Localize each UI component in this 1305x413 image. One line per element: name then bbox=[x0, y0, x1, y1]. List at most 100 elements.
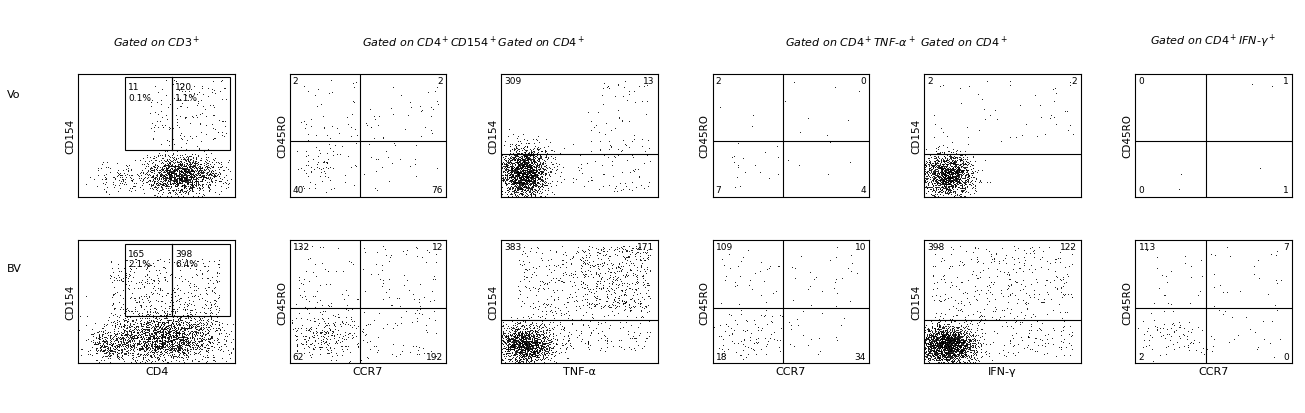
Point bbox=[529, 340, 549, 347]
Point bbox=[174, 182, 194, 189]
Point bbox=[108, 342, 129, 349]
Point bbox=[91, 342, 112, 348]
Point bbox=[521, 169, 542, 176]
Point bbox=[386, 322, 407, 328]
Point bbox=[941, 183, 962, 190]
Point bbox=[497, 345, 518, 351]
Point bbox=[1006, 279, 1027, 286]
Point bbox=[324, 321, 345, 328]
Point bbox=[312, 329, 333, 336]
Point bbox=[595, 271, 616, 277]
Point bbox=[120, 346, 141, 353]
Point bbox=[158, 175, 179, 182]
Point bbox=[509, 161, 530, 168]
Point bbox=[93, 343, 114, 349]
Point bbox=[154, 340, 175, 347]
Point bbox=[526, 339, 547, 345]
Point bbox=[110, 334, 130, 340]
Point bbox=[159, 341, 180, 348]
Point bbox=[129, 329, 150, 335]
Point bbox=[620, 304, 641, 311]
Point bbox=[508, 164, 529, 171]
Point bbox=[964, 336, 985, 343]
Point bbox=[945, 174, 966, 181]
Point bbox=[116, 348, 137, 354]
Point bbox=[159, 259, 180, 266]
Point bbox=[767, 154, 788, 161]
Point bbox=[174, 332, 194, 339]
Point bbox=[953, 347, 974, 354]
Point bbox=[530, 282, 551, 288]
Point bbox=[114, 326, 134, 333]
Point bbox=[945, 283, 966, 290]
Point bbox=[929, 331, 950, 338]
Point bbox=[177, 155, 198, 161]
Point bbox=[553, 332, 574, 339]
Point bbox=[502, 151, 523, 157]
Point bbox=[512, 173, 532, 179]
Point bbox=[97, 339, 117, 345]
Point bbox=[527, 174, 548, 180]
Point bbox=[1043, 327, 1064, 333]
Point bbox=[945, 330, 966, 336]
Point bbox=[560, 270, 581, 276]
Point bbox=[946, 355, 967, 362]
Point bbox=[120, 330, 141, 337]
Point bbox=[518, 155, 539, 161]
Point bbox=[202, 165, 223, 171]
Point bbox=[286, 343, 307, 350]
Point bbox=[171, 339, 192, 346]
Point bbox=[522, 170, 543, 177]
Point bbox=[185, 155, 206, 161]
Point bbox=[505, 335, 526, 341]
Point bbox=[937, 337, 958, 343]
Point bbox=[578, 261, 599, 267]
Point bbox=[941, 351, 962, 358]
Point bbox=[938, 171, 959, 178]
Point bbox=[514, 349, 535, 356]
Point bbox=[497, 173, 518, 179]
Point bbox=[141, 185, 162, 192]
Point bbox=[496, 332, 517, 339]
Point bbox=[209, 319, 230, 326]
Point bbox=[512, 167, 532, 173]
Point bbox=[294, 119, 315, 125]
Point bbox=[508, 175, 529, 182]
Point bbox=[153, 167, 174, 174]
Point bbox=[578, 324, 599, 330]
Point bbox=[180, 170, 201, 177]
Point bbox=[921, 181, 942, 188]
Point bbox=[930, 335, 951, 342]
Point bbox=[508, 339, 529, 346]
Point bbox=[141, 341, 162, 348]
Point bbox=[924, 334, 945, 341]
Point bbox=[518, 184, 539, 190]
Point bbox=[505, 172, 526, 178]
Point bbox=[519, 342, 540, 349]
Point bbox=[529, 155, 549, 161]
Point bbox=[553, 327, 574, 334]
Point bbox=[936, 165, 957, 171]
Point bbox=[515, 341, 536, 347]
Point bbox=[1060, 123, 1081, 129]
Point bbox=[517, 353, 538, 360]
Point bbox=[514, 269, 535, 275]
Point bbox=[90, 344, 111, 351]
Point bbox=[512, 339, 532, 346]
Point bbox=[938, 348, 959, 355]
Point bbox=[919, 332, 940, 338]
Point bbox=[933, 153, 954, 160]
Point bbox=[971, 342, 992, 349]
Point bbox=[142, 349, 163, 355]
Point bbox=[959, 181, 980, 188]
Point bbox=[147, 309, 168, 316]
Point bbox=[175, 351, 196, 358]
Point bbox=[117, 324, 138, 330]
Point bbox=[936, 330, 957, 336]
Point bbox=[500, 144, 521, 150]
Point bbox=[514, 266, 535, 273]
Point bbox=[119, 324, 140, 331]
Point bbox=[942, 347, 963, 354]
Point bbox=[509, 152, 530, 158]
Point bbox=[921, 163, 942, 170]
